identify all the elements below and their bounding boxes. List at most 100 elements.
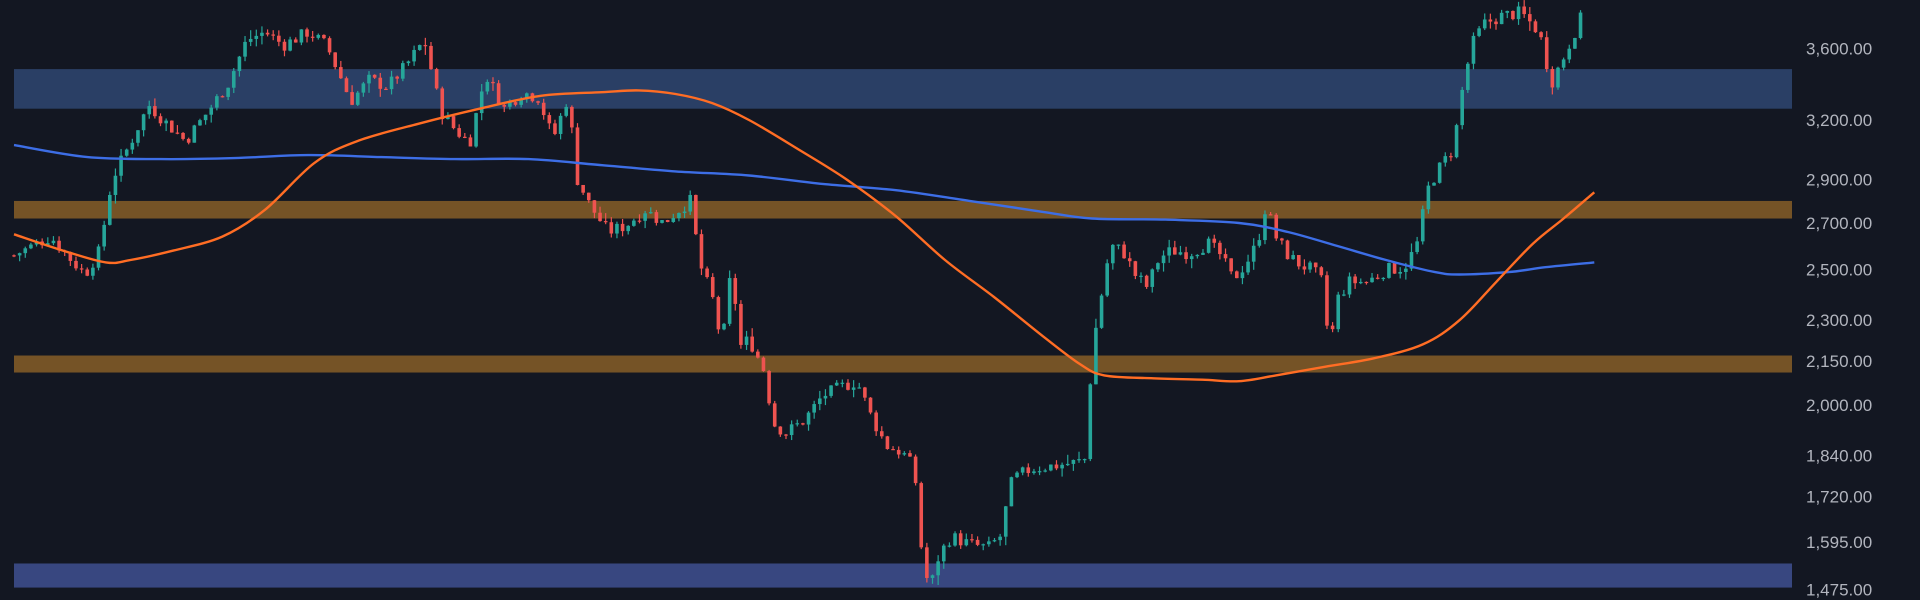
candle-body: [1246, 261, 1250, 273]
candle-body: [186, 138, 191, 143]
candle-body: [1020, 467, 1025, 473]
candle-body: [1404, 268, 1408, 272]
candle-body: [1550, 69, 1555, 88]
candle-body: [615, 223, 619, 234]
candle-body: [384, 88, 388, 91]
y-tick-label: 1,720.00: [1806, 487, 1872, 506]
candle-body: [429, 45, 433, 70]
candle-body: [1398, 271, 1403, 274]
candle-body: [553, 123, 557, 134]
candle-body: [575, 127, 580, 185]
candle-body: [902, 453, 907, 455]
candle-body: [1189, 256, 1194, 260]
candle-body: [508, 102, 512, 107]
candle-body: [1201, 252, 1205, 255]
candle-body: [1522, 6, 1526, 15]
candle-body: [1223, 254, 1228, 259]
candle-body: [1454, 125, 1459, 158]
candle-body: [829, 385, 833, 396]
candle-body: [124, 149, 129, 156]
candle-body: [1494, 21, 1498, 25]
candle-body: [716, 297, 721, 330]
candle-body: [840, 382, 845, 384]
candle-body: [1443, 156, 1448, 163]
candle-body: [1466, 63, 1470, 90]
candle-body: [558, 115, 563, 134]
candle-body: [987, 541, 991, 545]
candle-body: [1009, 477, 1014, 507]
candle-body: [1144, 275, 1149, 287]
candle-body: [1184, 252, 1188, 260]
candle-body: [1127, 258, 1132, 262]
candle-body: [96, 246, 101, 268]
candle-body: [333, 52, 337, 68]
candle-body: [1133, 261, 1138, 276]
candle-body: [1482, 19, 1487, 29]
candle-body: [175, 132, 180, 134]
candle-body: [1387, 263, 1391, 278]
zone-orange-3: [14, 355, 1792, 373]
candle-body: [91, 267, 95, 276]
candle-body: [29, 244, 33, 249]
candle-body: [237, 56, 242, 72]
candle-body: [468, 137, 473, 147]
candle-body: [1161, 255, 1166, 264]
candle-body: [863, 387, 867, 398]
candle-body: [1206, 238, 1211, 253]
candle-body: [1556, 67, 1560, 88]
candle-body: [1240, 272, 1245, 279]
candle-body: [1088, 384, 1093, 460]
candle-body: [1015, 472, 1019, 478]
candle-body: [1049, 464, 1053, 471]
candle-body: [767, 370, 771, 404]
y-tick-label: 3,600.00: [1806, 40, 1872, 59]
candle-body: [1105, 263, 1109, 296]
ma-slow-line: [13, 143, 1595, 276]
candle-body: [254, 35, 259, 39]
candle-body: [1037, 471, 1042, 473]
candle-body: [1296, 255, 1301, 267]
candle-body: [1003, 506, 1008, 537]
candle-body: [1544, 37, 1549, 70]
candle-body: [1139, 275, 1143, 277]
candle-body: [722, 323, 726, 330]
candle-body: [457, 128, 461, 137]
candle-body: [750, 336, 754, 352]
candle-body: [474, 113, 478, 147]
candle-body: [519, 99, 523, 105]
candle-body: [744, 336, 749, 345]
y-tick-label: 1,595.00: [1806, 533, 1872, 552]
y-tick-label: 3,200.00: [1806, 111, 1872, 130]
candle-body: [1539, 32, 1543, 38]
candle-body: [761, 357, 766, 371]
candle-body: [1274, 214, 1279, 239]
candle-body: [879, 431, 884, 437]
candle-body: [327, 38, 332, 53]
candle-body: [1122, 244, 1126, 259]
candle-body: [694, 194, 698, 235]
candle-body: [857, 387, 862, 389]
zone-blue-4: [14, 563, 1792, 588]
price-axis[interactable]: 3,600.00 3,200.00 2,900.00 2,700.00 2,500.00…: [1806, 40, 1872, 600]
candle-body: [1449, 156, 1453, 158]
candle-body: [107, 194, 112, 225]
candle-body: [57, 240, 61, 251]
candle-body: [136, 130, 140, 143]
candle-body: [231, 71, 236, 88]
candle-body: [1460, 89, 1464, 126]
candle-body: [975, 539, 980, 545]
candle-body: [1060, 464, 1064, 469]
candle-body: [992, 540, 997, 542]
candle-body: [1330, 325, 1335, 330]
candle-body: [739, 303, 743, 345]
candle-body: [874, 412, 878, 432]
candle-body: [1167, 247, 1171, 256]
candle-body: [1229, 258, 1233, 272]
candle-body: [603, 221, 608, 223]
candle-body: [1471, 35, 1476, 64]
candle-body: [164, 120, 168, 124]
candle-body: [1578, 12, 1583, 38]
candle-body: [1065, 463, 1070, 466]
